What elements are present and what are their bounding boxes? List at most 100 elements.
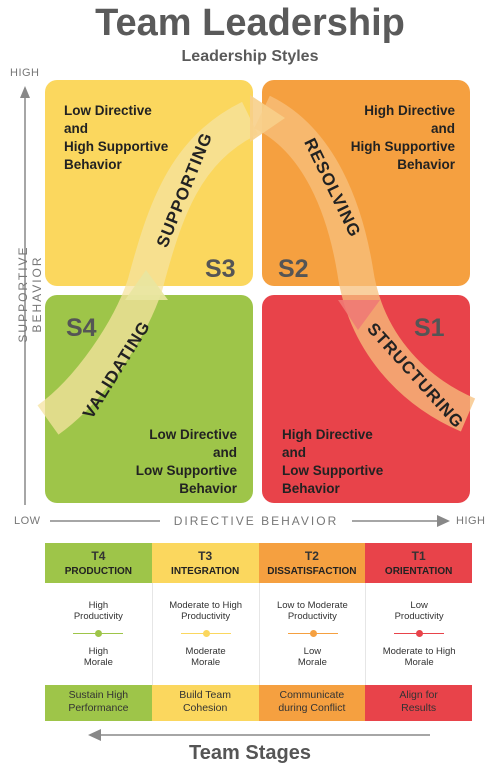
s4-line-4: Behavior bbox=[179, 481, 237, 496]
s1-line-2: and bbox=[282, 445, 307, 460]
arrow-ribbon-right bbox=[253, 95, 476, 432]
stage-action: Align for Results bbox=[365, 685, 472, 721]
s2-line-1: High Directive bbox=[364, 103, 455, 118]
productivity-label: Productivity bbox=[287, 611, 337, 622]
productivity-value: Moderate to High bbox=[169, 600, 243, 611]
s3-line-1: Low Directive bbox=[64, 103, 152, 118]
morale-value: Low bbox=[303, 646, 322, 657]
action-line-2: Performance bbox=[68, 702, 129, 714]
team-stages-title: Team Stages bbox=[189, 742, 311, 764]
stage-dot bbox=[309, 630, 317, 637]
stage-column-t3: T3 INTEGRATION Moderate to High Productiv… bbox=[151, 543, 259, 721]
s3-line-3: High Supportive bbox=[64, 139, 169, 154]
s3-line-2: and bbox=[64, 121, 89, 136]
morale-level: Moderate to High Morale bbox=[366, 646, 472, 668]
stage-column-t4: T4 PRODUCTION High Productivity High Moral… bbox=[45, 543, 152, 721]
productivity-level: High Productivity bbox=[45, 600, 152, 622]
s4-line-3: Low Supportive bbox=[135, 463, 237, 478]
s4-line-2: and bbox=[212, 445, 237, 460]
s1-line-4: Behavior bbox=[282, 481, 340, 496]
morale-label: Morale bbox=[404, 657, 434, 668]
s4-label: S4 bbox=[66, 314, 97, 342]
team-stages-arrowhead bbox=[88, 729, 101, 741]
s3-line-4: Behavior bbox=[64, 157, 122, 172]
s2-label: S2 bbox=[278, 255, 309, 283]
productivity-level: Low to Moderate Productivity bbox=[260, 600, 366, 622]
morale-label: Morale bbox=[297, 657, 327, 668]
productivity-value: High bbox=[88, 600, 109, 611]
stage-code: T2 bbox=[304, 549, 319, 563]
s4-description: Low Directive and Low Supportive Behavio… bbox=[100, 426, 237, 498]
s1-line-3: Low Supportive bbox=[282, 463, 384, 478]
stage-body: Low to Moderate Productivity Low Morale bbox=[258, 583, 366, 685]
stage-action: Build Team Cohesion bbox=[151, 685, 259, 721]
action-line-2: Results bbox=[401, 702, 437, 714]
morale-label: Morale bbox=[83, 657, 113, 668]
stage-name: INTEGRATION bbox=[171, 566, 240, 577]
stage-column-t2: T2 DISSATISFACTION Low to Moderate Produc… bbox=[258, 543, 366, 721]
arrow-head-mid-left bbox=[125, 270, 168, 300]
productivity-level: Moderate to High Productivity bbox=[153, 600, 259, 622]
x-axis-arrowhead bbox=[437, 515, 450, 527]
s1-line-1: High Directive bbox=[282, 427, 373, 442]
stage-head: T3 INTEGRATION bbox=[151, 543, 259, 583]
stage-code: T3 bbox=[198, 549, 213, 563]
s2-line-2: and bbox=[430, 121, 455, 136]
stage-head: T4 PRODUCTION bbox=[45, 543, 152, 583]
morale-value: High bbox=[88, 646, 109, 657]
s2-line-3: High Supportive bbox=[350, 139, 455, 154]
action-line-1: Sustain High bbox=[68, 689, 129, 701]
stage-name: DISSATISFACTION bbox=[267, 566, 357, 577]
s2-line-4: Behavior bbox=[397, 157, 455, 172]
productivity-label: Productivity bbox=[181, 611, 231, 622]
stage-column-t1: T1 ORIENTATION Low Productivity Moderate … bbox=[365, 543, 472, 721]
productivity-value: Low to Moderate bbox=[276, 600, 348, 611]
stage-name: PRODUCTION bbox=[64, 566, 132, 577]
stage-action: Sustain High Performance bbox=[45, 685, 152, 721]
stage-head: T2 DISSATISFACTION bbox=[258, 543, 366, 583]
x-axis-label: DIRECTIVE BEHAVIOR bbox=[173, 514, 339, 528]
morale-value: Moderate to High bbox=[382, 646, 456, 657]
stage-body: Low Productivity Moderate to High Morale bbox=[365, 583, 472, 685]
s3-label: S3 bbox=[205, 255, 236, 283]
productivity-label: Productivity bbox=[73, 611, 123, 622]
morale-level: High Morale bbox=[45, 646, 152, 668]
s4-line-1: Low Directive bbox=[149, 427, 237, 442]
morale-level: Low Morale bbox=[260, 646, 366, 668]
stage-code: T1 bbox=[411, 549, 426, 563]
action-line-1: Build Team bbox=[179, 689, 231, 701]
productivity-level: Low Productivity bbox=[366, 600, 472, 622]
morale-level: Moderate Morale bbox=[153, 646, 259, 668]
morale-value: Moderate bbox=[185, 646, 226, 657]
action-line-1: Align for bbox=[399, 689, 438, 701]
s1-description: High Directive and Low Supportive Behavi… bbox=[282, 426, 383, 498]
page-subtitle: Leadership Styles bbox=[181, 48, 319, 65]
action-line-2: Cohesion bbox=[182, 702, 228, 714]
stage-name: ORIENTATION bbox=[384, 566, 453, 577]
stage-action: Communicate during Conflict bbox=[258, 685, 366, 721]
action-line-2: during Conflict bbox=[278, 702, 346, 714]
stage-code: T4 bbox=[91, 549, 106, 563]
y-axis-arrowhead bbox=[20, 86, 30, 98]
action-line-1: Communicate bbox=[279, 689, 345, 701]
stage-body: High Productivity High Morale bbox=[45, 583, 152, 685]
x-axis-high-label: HIGH bbox=[456, 515, 486, 527]
morale-label: Morale bbox=[191, 657, 221, 668]
s2-description: High Directive and High Supportive Behav… bbox=[310, 102, 455, 174]
arrow-head-mid-right bbox=[338, 300, 380, 330]
arrow-head-top bbox=[250, 95, 285, 142]
stage-dot bbox=[202, 630, 210, 637]
stage-head: T1 ORIENTATION bbox=[365, 543, 472, 583]
page-title: Team Leadership bbox=[95, 2, 405, 44]
stage-dot bbox=[416, 630, 424, 637]
productivity-label: Productivity bbox=[394, 611, 444, 622]
productivity-value: Low bbox=[410, 600, 428, 611]
team-stages-table: T4 PRODUCTION High Productivity High Moral… bbox=[45, 543, 472, 721]
stage-dot bbox=[95, 630, 102, 637]
s1-label: S1 bbox=[414, 314, 445, 342]
s3-description: Low Directive and High Supportive Behavi… bbox=[64, 102, 168, 174]
stage-body: Moderate to High Productivity Moderate Mor… bbox=[151, 583, 259, 685]
